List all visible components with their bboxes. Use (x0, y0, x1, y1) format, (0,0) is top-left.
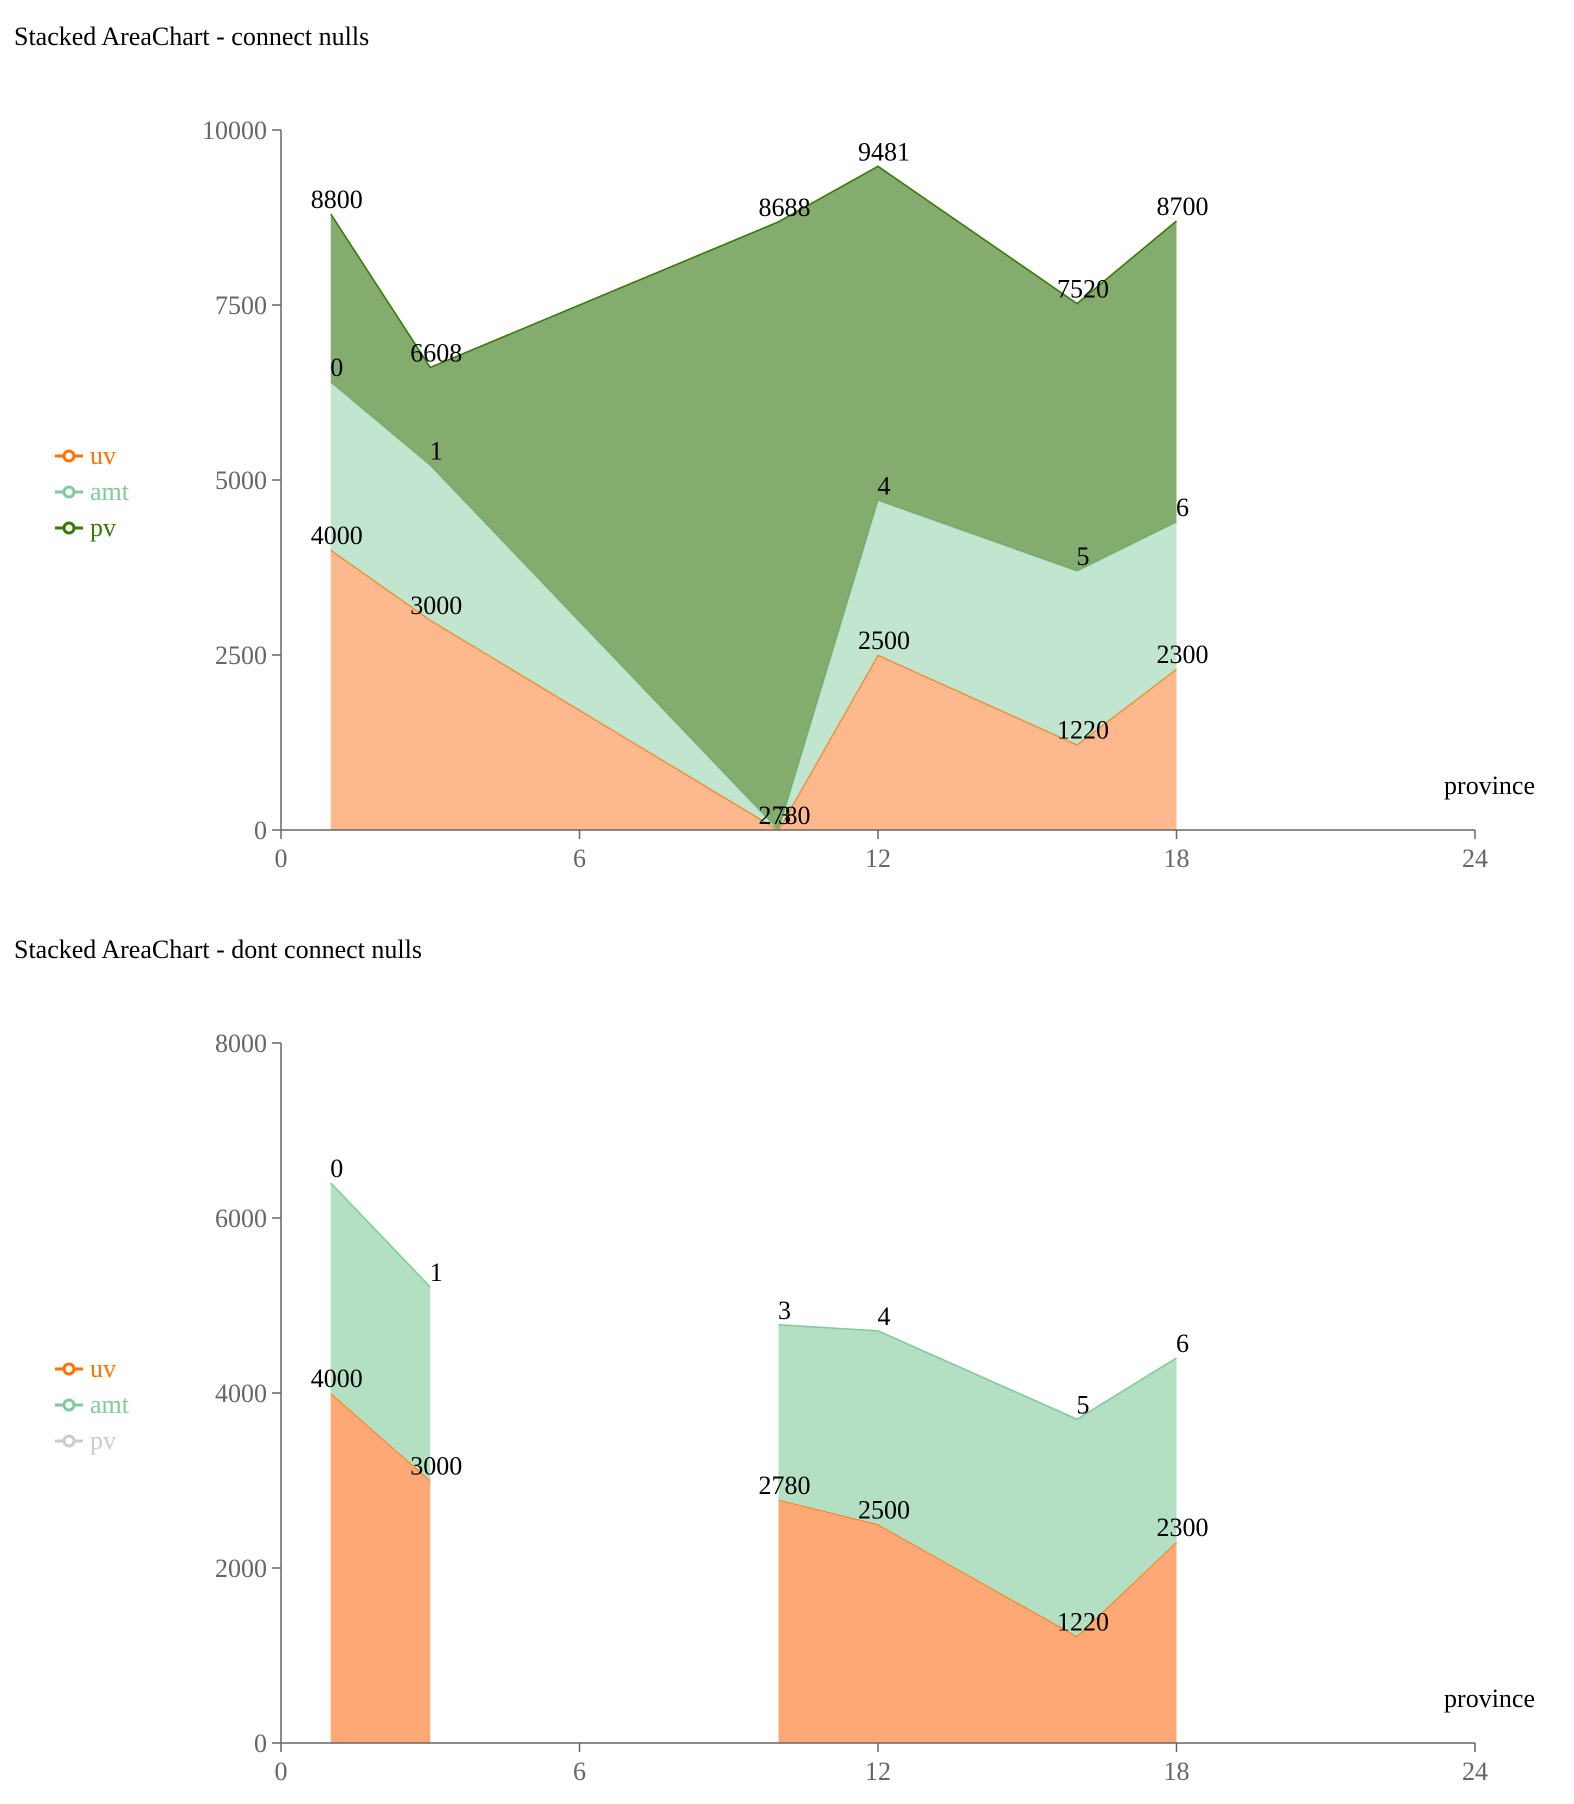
y-tick-label: 2000 (215, 1554, 267, 1583)
legend-label: pv (90, 1426, 116, 1455)
area-chart-dont-connect-nulls: 4000 3000 2780 2500 1220 2300 0 1 3 4 5 6 0 2000 4000 6… (215, 1029, 1535, 1786)
legend-label: uv (90, 1354, 116, 1383)
x-tick-label: 6 (573, 844, 586, 873)
data-label-pv: 7520 (1057, 275, 1109, 304)
area-uv-segment-1 (778, 1499, 1177, 1743)
y-tick-label: 8000 (215, 1029, 267, 1058)
data-label-amt: 0 (330, 353, 343, 382)
data-label-amt: 6 (1176, 493, 1189, 522)
data-label-amt: 3 (778, 1296, 791, 1325)
data-label-pv: 6608 (410, 338, 462, 367)
data-label-uv: 4000 (311, 1364, 363, 1393)
x-tick-label: 18 (1164, 1757, 1190, 1786)
data-label-uv: 2300 (1157, 1513, 1209, 1542)
y-tick-label: 4000 (215, 1379, 267, 1408)
legend-line-circle-icon (55, 1398, 83, 1412)
data-label-amt: 1 (430, 1258, 443, 1287)
data-label-uv: 4000 (311, 521, 363, 550)
x-axis-label: province (1444, 1684, 1535, 1713)
legend-label: amt (90, 1390, 129, 1419)
axes: 0 2000 4000 6000 8000 0 6 12 18 24 province (215, 1029, 1535, 1786)
data-label-pv: 8688 (759, 193, 811, 222)
axes: 0 2500 5000 7500 10000 0 6 12 18 24 province (202, 116, 1535, 873)
y-tick-label: 10000 (202, 116, 267, 145)
legend: uv amt pv (54, 438, 129, 546)
data-label-pv: 8700 (1157, 192, 1209, 221)
legend-icon-circle (62, 485, 76, 499)
data-label-amt: 0 (330, 1154, 343, 1183)
legend-icon-circle (62, 449, 76, 463)
data-label-amt: 3 (778, 801, 791, 830)
line-amt-segment-1 (778, 1323, 1177, 1421)
areas (330, 165, 1178, 832)
legend-label: pv (90, 513, 116, 542)
legend-line-circle-icon (55, 449, 83, 463)
data-label-uv: 1220 (1057, 1607, 1109, 1636)
x-tick-label: 12 (865, 1757, 891, 1786)
legend-line-circle-icon (55, 485, 83, 499)
area-uv (330, 550, 1177, 830)
data-labels: 4000 3000 2780 2500 1220 2300 0 1 3 4 5 6 (311, 1154, 1209, 1636)
area-amt (330, 382, 1177, 830)
legend: uv amt pv (54, 1351, 129, 1459)
data-label-uv: 2780 (759, 801, 811, 830)
legend-icon-circle (62, 1398, 76, 1412)
legend-item-amt[interactable]: amt (54, 1387, 129, 1423)
data-label-uv: 1220 (1057, 716, 1109, 745)
area-uv-segment-0 (330, 1393, 431, 1743)
y-tick-label: 0 (254, 1729, 267, 1758)
legend-label: amt (90, 477, 129, 506)
x-tick-label: 0 (275, 1757, 288, 1786)
chart-title: Stacked AreaChart - connect nulls (14, 22, 370, 51)
data-label-amt: 5 (1077, 542, 1090, 571)
legend-icon-circle (62, 521, 76, 535)
y-tick-label: 7500 (215, 291, 267, 320)
legend-line-circle-icon (55, 1434, 83, 1448)
legend-icon-circle (62, 1434, 76, 1448)
x-tick-label: 6 (573, 1757, 586, 1786)
data-label-amt: 4 (878, 471, 891, 500)
legend-label: uv (90, 441, 116, 470)
data-label-amt: 4 (878, 1302, 891, 1331)
x-tick-label: 12 (865, 844, 891, 873)
data-label-amt: 6 (1176, 1329, 1189, 1358)
data-label-amt: 1 (430, 436, 443, 465)
legend-item-uv[interactable]: uv (54, 438, 129, 474)
data-labels: 4000 3000 2780 2500 1220 2300 0 1 3 4 5 6 8800 6608 86… (311, 137, 1209, 830)
data-label-uv: 3000 (410, 1452, 462, 1481)
legend-line-circle-icon (55, 521, 83, 535)
y-tick-label: 5000 (215, 466, 267, 495)
areas (330, 1182, 1178, 1743)
legend-line-circle-icon (55, 1362, 83, 1376)
data-label-amt: 5 (1077, 1390, 1090, 1419)
x-tick-label: 24 (1462, 1757, 1488, 1786)
y-tick-label: 2500 (215, 641, 267, 670)
data-label-uv: 2500 (858, 1495, 910, 1524)
x-tick-label: 18 (1164, 844, 1190, 873)
legend-item-pv[interactable]: pv (54, 510, 129, 546)
line-pv (330, 165, 1178, 369)
y-tick-label: 0 (254, 816, 267, 845)
legend-item-uv[interactable]: uv (54, 1351, 129, 1387)
data-label-pv: 9481 (858, 137, 910, 166)
data-label-pv: 8800 (311, 185, 363, 214)
x-axis-label: province (1444, 771, 1535, 800)
area-amt-segment-0 (330, 1183, 431, 1481)
area-pv (330, 166, 1177, 830)
chart-title: Stacked AreaChart - dont connect nulls (14, 935, 422, 964)
line-amt-segment-0 (330, 1182, 431, 1288)
legend-item-amt[interactable]: amt (54, 474, 129, 510)
data-label-uv: 2500 (858, 626, 910, 655)
x-tick-label: 24 (1462, 844, 1488, 873)
y-tick-label: 6000 (215, 1204, 267, 1233)
legend-icon-circle (62, 1362, 76, 1376)
x-tick-label: 0 (275, 844, 288, 873)
data-label-uv: 2300 (1157, 640, 1209, 669)
legend-item-pv[interactable]: pv (54, 1423, 129, 1459)
area-amt-segment-1 (778, 1324, 1177, 1637)
data-label-uv: 3000 (410, 591, 462, 620)
data-label-uv: 2780 (759, 1471, 811, 1500)
area-chart-connect-nulls: 4000 3000 2780 2500 1220 2300 0 1 3 4 5 6 8800 6608 86… (202, 116, 1535, 873)
